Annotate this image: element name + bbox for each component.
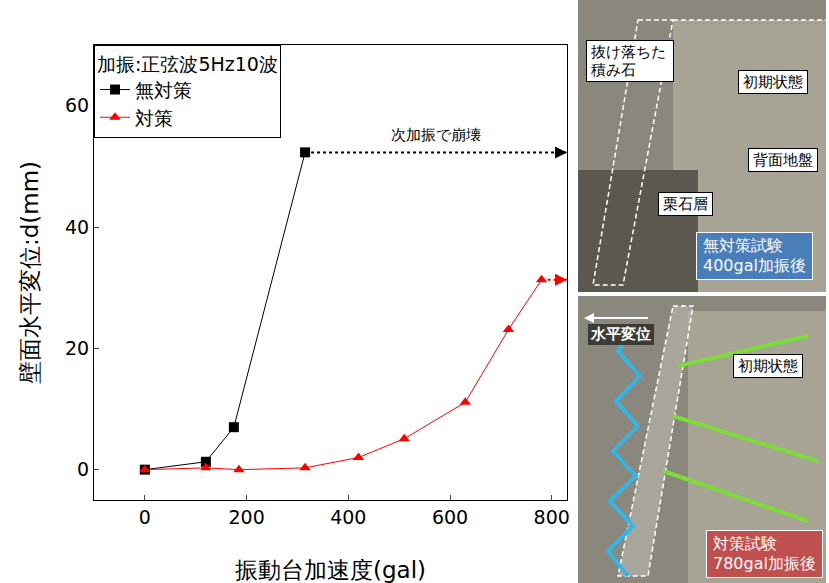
html-text:無対策試験: 無対策試験	[703, 236, 783, 255]
html-text:抜け落ちた積み石: 抜け落ちた積み石	[591, 43, 666, 79]
svg-text:振動台加速度(gal): 振動台加速度(gal)	[235, 557, 426, 583]
html-text:背面地盤: 背面地盤	[753, 151, 813, 169]
html-text:対策試験: 対策試験	[713, 534, 777, 553]
svg-text:60: 60	[65, 94, 89, 116]
html-text:780gal加振後: 780gal加振後	[713, 554, 816, 573]
html-text:栗石層: 栗石層	[663, 195, 708, 213]
svg-text:無対策: 無対策	[135, 79, 192, 101]
svg-text:対策: 対策	[135, 107, 173, 129]
svg-text:40: 40	[65, 216, 89, 238]
html-text:水平変位: 水平変位	[591, 325, 651, 343]
svg-text:20: 20	[65, 337, 89, 359]
svg-text:0: 0	[139, 506, 151, 528]
html-text:初期状態: 初期状態	[738, 357, 798, 375]
svg-text:0: 0	[77, 458, 89, 480]
svg-text:壁面水平変位:d(mm): 壁面水平変位:d(mm)	[17, 161, 43, 384]
svg-text:800: 800	[534, 506, 570, 528]
svg-text:次加振で崩壊: 次加振で崩壊	[391, 126, 481, 144]
svg-text:600: 600	[432, 506, 468, 528]
svg-text:加振:正弦波5Hz10波: 加振:正弦波5Hz10波	[97, 53, 278, 75]
svg-text:200: 200	[228, 506, 264, 528]
html-text:初期状態: 初期状態	[743, 73, 803, 91]
html-text:400gal加振後: 400gal加振後	[703, 256, 806, 275]
svg-text:400: 400	[330, 506, 366, 528]
